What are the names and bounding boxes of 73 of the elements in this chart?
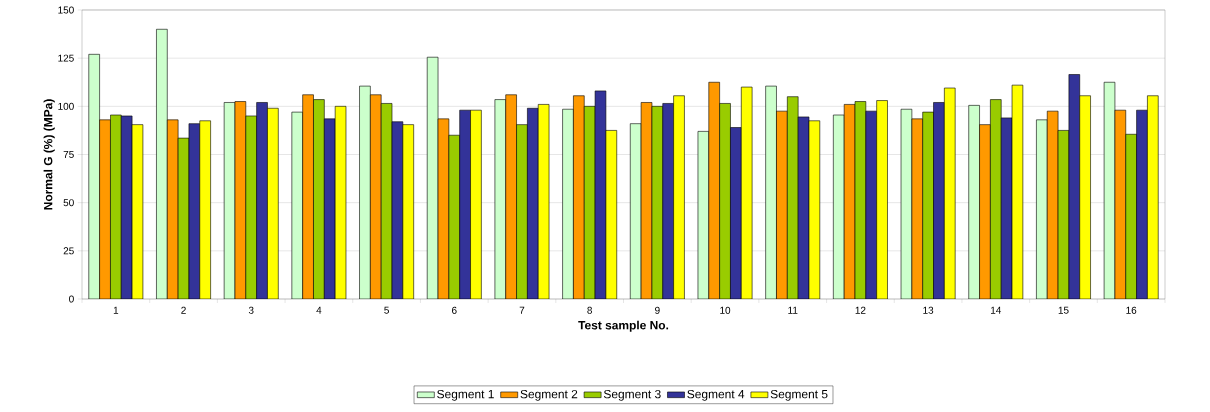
x-tick-label: 11 xyxy=(788,306,798,314)
bar xyxy=(662,103,674,299)
y-tick-label: 25 xyxy=(63,247,74,255)
bar xyxy=(324,118,336,299)
bar xyxy=(719,103,731,299)
bar xyxy=(199,120,211,299)
bar xyxy=(459,109,471,299)
x-tick-label: 15 xyxy=(1058,306,1069,314)
bar xyxy=(1136,109,1148,299)
bar xyxy=(673,95,685,299)
bar xyxy=(1125,133,1137,299)
bar xyxy=(968,105,980,299)
bar xyxy=(1147,95,1159,299)
x-tick-label: 7 xyxy=(519,306,525,314)
bar xyxy=(302,94,314,299)
x-tick-label: 16 xyxy=(1126,306,1137,314)
bar xyxy=(573,95,585,299)
bar xyxy=(865,110,877,299)
bar xyxy=(505,94,517,299)
y-tick-label: 125 xyxy=(58,54,74,62)
x-tick-label: 6 xyxy=(452,306,457,314)
x-tick-label: 8 xyxy=(587,306,592,314)
bar xyxy=(730,127,742,299)
bar xyxy=(833,114,845,299)
legend-label: Segment 5 xyxy=(770,389,828,401)
bar xyxy=(922,111,934,299)
bar xyxy=(370,94,382,299)
x-axis-title: Test sample No. xyxy=(578,320,669,332)
bar xyxy=(245,115,257,299)
bar xyxy=(88,54,100,299)
bar xyxy=(765,85,777,299)
bar xyxy=(256,102,268,299)
y-tick-label: 100 xyxy=(58,102,74,110)
bar xyxy=(990,99,1002,299)
bar xyxy=(267,107,279,299)
x-tick-label: 9 xyxy=(655,306,660,314)
bar xyxy=(99,119,111,299)
bar xyxy=(516,124,528,299)
legend-label: Segment 2 xyxy=(520,389,578,401)
bar xyxy=(776,110,788,299)
legend-label: Segment 4 xyxy=(687,389,745,401)
x-tick-label: 14 xyxy=(991,306,1002,314)
bar xyxy=(562,108,574,299)
y-tick-label: 50 xyxy=(63,199,74,207)
x-tick-label: 10 xyxy=(720,306,731,314)
bar xyxy=(944,87,956,299)
y-tick-label: 75 xyxy=(63,151,74,158)
bar xyxy=(979,124,991,299)
bar xyxy=(470,109,482,299)
x-tick-label: 2 xyxy=(181,306,186,314)
y-tick-label: 150 xyxy=(58,6,74,14)
bar xyxy=(291,111,303,299)
bar xyxy=(110,114,122,299)
legend-label: Segment 1 xyxy=(437,389,494,401)
x-tick-label: 4 xyxy=(316,306,322,314)
legend-label: Segment 3 xyxy=(603,389,661,401)
bar xyxy=(156,28,168,299)
bar xyxy=(527,107,539,299)
x-tick-label: 1 xyxy=(113,306,119,314)
bar xyxy=(1079,95,1091,299)
bar xyxy=(402,124,414,299)
x-tick-label: 12 xyxy=(855,306,866,314)
bar xyxy=(708,82,720,299)
bar xyxy=(313,99,325,299)
x-tick-label: 3 xyxy=(248,306,254,314)
x-tick-label: 13 xyxy=(923,306,934,314)
x-tick-label: 5 xyxy=(384,306,389,314)
bar xyxy=(1036,119,1048,299)
y-axis-title: Normal G (%) (MPa) xyxy=(43,99,55,210)
bar xyxy=(876,100,888,299)
y-tick-label: 0 xyxy=(69,295,74,303)
bar xyxy=(359,85,371,299)
bar xyxy=(933,102,945,299)
